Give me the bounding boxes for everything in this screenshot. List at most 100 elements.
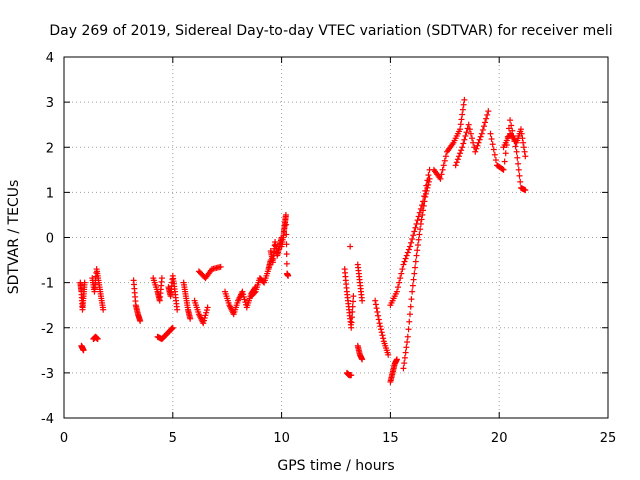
data-point — [475, 139, 482, 146]
data-point — [407, 303, 414, 310]
data-point — [484, 111, 491, 118]
data-point — [459, 144, 466, 151]
data-point — [239, 288, 246, 295]
data-point — [377, 323, 384, 330]
data-point — [516, 172, 523, 179]
data-point — [514, 154, 521, 161]
data-point — [422, 190, 429, 197]
y-axis-label: SDTVAR / TECUs — [6, 180, 22, 295]
data-point — [411, 270, 418, 277]
data-point — [490, 146, 497, 153]
data-point — [457, 150, 464, 157]
data-point — [452, 162, 459, 169]
data-point — [472, 148, 479, 155]
data-point — [405, 326, 412, 333]
data-point — [482, 119, 489, 126]
y-tick-label: 2 — [46, 141, 54, 156]
data-point — [461, 96, 468, 103]
data-point — [241, 296, 248, 303]
data-point — [174, 306, 181, 313]
data-point — [404, 333, 411, 340]
data-point — [423, 187, 430, 194]
x-tick-label: 15 — [382, 431, 399, 446]
data-point — [398, 270, 405, 277]
data-point — [377, 326, 384, 333]
chart-title: Day 269 of 2019, Sidereal Day-to-day VTE… — [49, 23, 612, 39]
data-point — [410, 232, 417, 239]
data-point — [425, 178, 432, 185]
data-point — [441, 157, 448, 164]
data-point — [187, 315, 194, 322]
data-point — [393, 356, 400, 363]
data-point — [81, 279, 88, 286]
data-point — [137, 317, 144, 324]
data-point — [415, 213, 422, 220]
data-point — [477, 133, 484, 140]
data-point — [240, 291, 247, 298]
data-point — [393, 288, 400, 295]
data-point — [469, 135, 475, 142]
data-point — [283, 260, 290, 267]
data-point — [419, 211, 426, 218]
data-point — [479, 126, 486, 133]
data-point — [520, 144, 527, 151]
data-point — [350, 293, 357, 300]
y-tick-label: 4 — [46, 51, 54, 66]
data-point — [513, 148, 520, 155]
data-point — [425, 172, 432, 179]
data-point — [411, 228, 418, 235]
data-point — [406, 318, 413, 325]
data-point — [417, 220, 424, 227]
data-point — [349, 308, 356, 315]
data-point — [372, 301, 379, 308]
data-point — [515, 166, 522, 173]
data-point — [483, 115, 490, 122]
data-point — [465, 121, 472, 128]
y-tick-label: -3 — [41, 367, 54, 382]
data-point — [201, 314, 208, 321]
data-point — [466, 126, 473, 133]
data-point — [80, 347, 87, 354]
data-point — [454, 156, 461, 163]
data-point — [375, 316, 382, 323]
y-tick-label: -2 — [41, 322, 54, 337]
data-point — [202, 312, 209, 319]
data-point — [242, 299, 249, 306]
data-point — [348, 314, 355, 321]
data-point — [463, 129, 470, 136]
data-point — [203, 307, 210, 314]
x-tick-label: 10 — [273, 431, 290, 446]
data-point — [158, 275, 165, 282]
data-point — [379, 332, 386, 339]
data-point — [359, 297, 366, 304]
data-point — [519, 135, 526, 142]
data-point — [487, 130, 494, 137]
data-point — [420, 207, 427, 214]
data-point — [507, 117, 514, 124]
data-point — [169, 324, 176, 331]
data-point — [414, 242, 421, 249]
data-point — [473, 145, 480, 152]
data-point — [404, 249, 411, 256]
data-point — [400, 261, 407, 268]
data-point — [350, 298, 357, 305]
data-point — [505, 125, 512, 132]
data-point — [508, 122, 515, 129]
data-point — [418, 216, 425, 223]
x-tick-label: 5 — [169, 431, 177, 446]
data-point — [453, 159, 460, 166]
data-point — [348, 372, 355, 379]
data-point — [415, 236, 422, 243]
data-point — [408, 239, 415, 246]
data-point — [459, 111, 466, 118]
data-point — [380, 335, 387, 342]
data-point — [467, 130, 474, 137]
data-point — [485, 108, 492, 115]
data-point — [94, 336, 101, 343]
data-point — [420, 202, 427, 209]
data-point — [458, 147, 465, 154]
data-point — [461, 136, 468, 143]
data-point — [385, 351, 392, 358]
data-point — [455, 153, 462, 160]
data-point — [414, 217, 421, 224]
